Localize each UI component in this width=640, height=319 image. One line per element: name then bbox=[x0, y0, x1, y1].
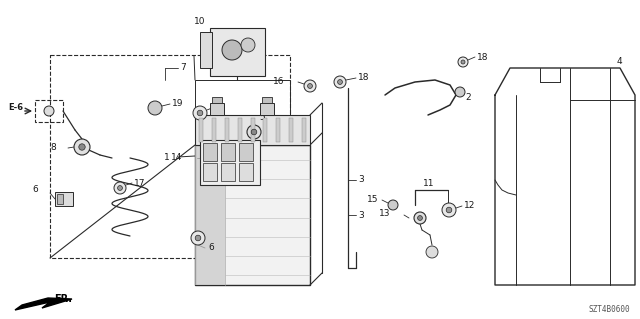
Bar bbox=[212, 97, 222, 103]
Bar bbox=[195, 145, 310, 285]
Bar bbox=[250, 118, 255, 142]
Text: 3: 3 bbox=[358, 175, 364, 184]
Text: 4: 4 bbox=[617, 57, 623, 66]
Bar bbox=[221, 143, 235, 161]
Bar bbox=[239, 163, 253, 181]
Circle shape bbox=[79, 144, 85, 150]
Bar bbox=[276, 118, 280, 142]
Circle shape bbox=[304, 80, 316, 92]
Circle shape bbox=[193, 106, 207, 120]
Bar bbox=[35, 100, 63, 122]
Circle shape bbox=[458, 57, 468, 67]
Circle shape bbox=[241, 38, 255, 52]
Polygon shape bbox=[15, 298, 72, 310]
Text: 7: 7 bbox=[180, 63, 186, 72]
Bar bbox=[264, 118, 268, 142]
Text: 9: 9 bbox=[214, 103, 220, 113]
Bar bbox=[210, 28, 265, 76]
Text: 18: 18 bbox=[477, 53, 488, 62]
Text: 8: 8 bbox=[51, 144, 56, 152]
Bar bbox=[203, 163, 217, 181]
Circle shape bbox=[74, 139, 90, 155]
Bar bbox=[57, 194, 63, 204]
Text: 1: 1 bbox=[164, 152, 170, 161]
Bar bbox=[203, 143, 217, 161]
Bar bbox=[237, 118, 242, 142]
Circle shape bbox=[118, 186, 122, 190]
Circle shape bbox=[197, 110, 203, 116]
Text: 11: 11 bbox=[423, 179, 435, 188]
Bar bbox=[225, 118, 228, 142]
Bar bbox=[212, 118, 216, 142]
Circle shape bbox=[222, 40, 242, 60]
Text: 10: 10 bbox=[195, 18, 205, 26]
Bar bbox=[260, 103, 274, 115]
Bar bbox=[50, 55, 290, 258]
Circle shape bbox=[247, 125, 261, 139]
Bar bbox=[302, 118, 306, 142]
Text: 14: 14 bbox=[171, 153, 182, 162]
Circle shape bbox=[446, 207, 452, 213]
Circle shape bbox=[417, 216, 422, 220]
Bar bbox=[210, 103, 224, 115]
Circle shape bbox=[455, 87, 465, 97]
Bar bbox=[195, 115, 310, 145]
Circle shape bbox=[426, 246, 438, 258]
Bar bbox=[199, 118, 203, 142]
Circle shape bbox=[334, 76, 346, 88]
Bar bbox=[195, 145, 225, 285]
Text: 15: 15 bbox=[367, 196, 378, 204]
Text: 5: 5 bbox=[259, 114, 265, 122]
Text: 17: 17 bbox=[134, 179, 145, 188]
Circle shape bbox=[338, 80, 342, 85]
Circle shape bbox=[44, 106, 54, 116]
Bar bbox=[289, 118, 293, 142]
Bar bbox=[239, 143, 253, 161]
Text: E-6: E-6 bbox=[8, 103, 23, 112]
Bar bbox=[55, 192, 73, 206]
Bar bbox=[200, 32, 212, 68]
Circle shape bbox=[251, 129, 257, 135]
Text: 2: 2 bbox=[465, 93, 470, 102]
Circle shape bbox=[191, 231, 205, 245]
Text: 18: 18 bbox=[358, 73, 369, 83]
Circle shape bbox=[388, 200, 398, 210]
Text: 6: 6 bbox=[208, 243, 214, 253]
Text: 3: 3 bbox=[358, 211, 364, 219]
Text: 19: 19 bbox=[172, 100, 184, 108]
Bar bbox=[221, 163, 235, 181]
Bar bbox=[200, 140, 260, 185]
Circle shape bbox=[148, 101, 162, 115]
Circle shape bbox=[461, 60, 465, 64]
Circle shape bbox=[414, 212, 426, 224]
Bar bbox=[262, 97, 272, 103]
Circle shape bbox=[114, 182, 126, 194]
Text: 6: 6 bbox=[32, 186, 38, 195]
Text: 12: 12 bbox=[464, 202, 476, 211]
Text: SZT4B0600: SZT4B0600 bbox=[588, 305, 630, 314]
Text: FR.: FR. bbox=[54, 294, 72, 304]
Text: 16: 16 bbox=[273, 78, 284, 86]
Text: 13: 13 bbox=[378, 209, 390, 218]
Circle shape bbox=[308, 84, 312, 88]
Bar bbox=[195, 80, 290, 195]
Circle shape bbox=[195, 235, 201, 241]
Circle shape bbox=[442, 203, 456, 217]
